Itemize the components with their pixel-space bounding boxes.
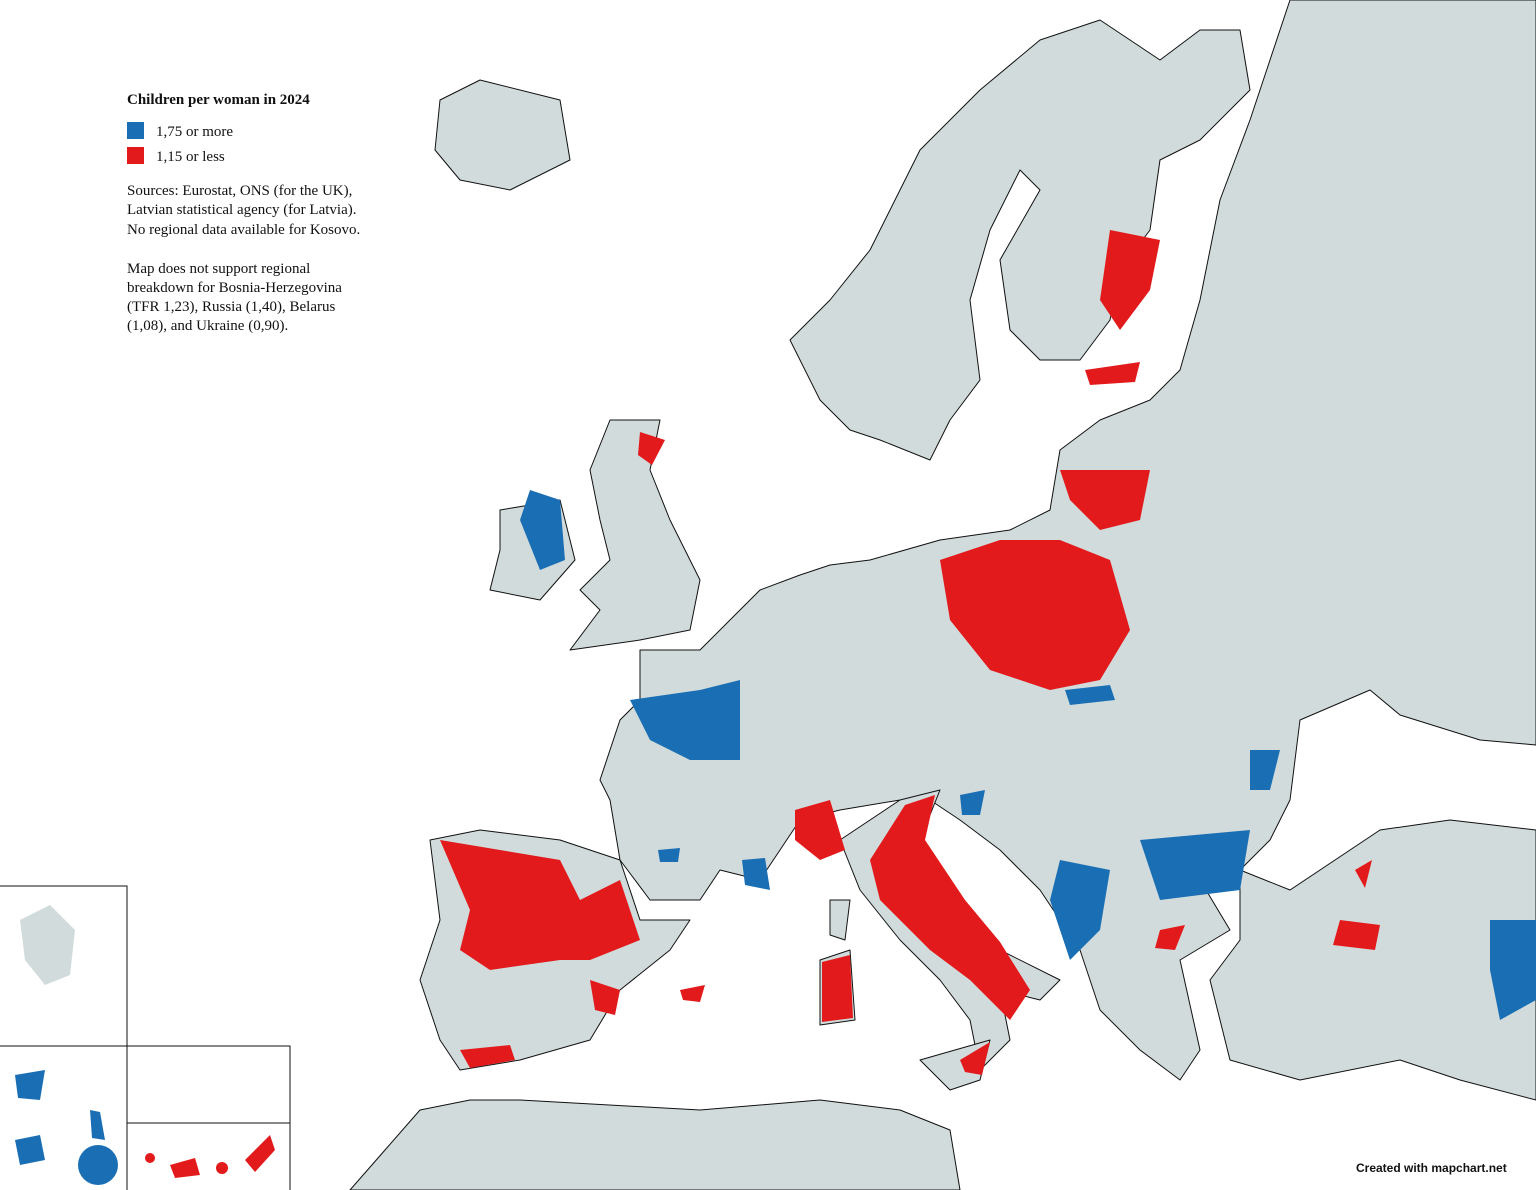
corsica (829, 899, 851, 941)
turkey (1209, 819, 1536, 1101)
legend-swatch (127, 122, 144, 139)
sources: No regional data available for Kosovo. (127, 222, 360, 238)
legend: Children per woman in 2024 1,75 or more … (127, 92, 360, 334)
region-low (870, 795, 1030, 1020)
region-low (680, 985, 705, 1002)
sources: Latvian statistical agency (for Latvia). (127, 202, 356, 218)
region-low (795, 800, 845, 860)
insets (0, 885, 291, 1190)
region-high (960, 790, 985, 815)
region-high (1140, 830, 1250, 900)
region-low (440, 840, 640, 970)
note: (1,08), and Ukraine (0,90). (127, 318, 288, 334)
inset-high (15, 1135, 45, 1165)
inset-high (90, 1110, 105, 1140)
region-low (460, 1045, 515, 1068)
inset-low (245, 1135, 275, 1172)
region-low (1333, 920, 1380, 950)
region-low (1085, 362, 1140, 385)
region-low (1100, 230, 1160, 330)
note: breakdown for Bosnia-Herzegovina (127, 280, 342, 296)
region-high (1065, 685, 1115, 705)
regions (440, 230, 1536, 1075)
region-low (638, 432, 665, 465)
credit: Created with mapchart.net (1356, 1161, 1507, 1175)
north-africa (349, 1099, 961, 1190)
iceland (434, 79, 571, 191)
land (349, 0, 1536, 1190)
inset-high (78, 1145, 118, 1185)
note: (TFR 1,23), Russia (1,40), Belarus (127, 299, 335, 315)
region-low (1155, 925, 1185, 950)
inset-low (145, 1153, 155, 1163)
legend-label: 1,15 or less (156, 149, 225, 165)
legend-title: Children per woman in 2024 (127, 92, 310, 108)
inset-low (216, 1162, 228, 1174)
scandinavia (789, 19, 1251, 461)
region-low (822, 955, 853, 1022)
region-high (1250, 750, 1280, 790)
region-high (1490, 920, 1536, 1020)
inset-low (170, 1158, 200, 1178)
region-low (1355, 860, 1372, 888)
region-high (658, 848, 680, 862)
sources: Sources: Eurostat, ONS (for the UK), (127, 183, 352, 199)
region-high (742, 858, 770, 890)
inset-high (15, 1070, 45, 1100)
region-low (960, 1042, 990, 1075)
legend-label: 1,75 or more (156, 124, 233, 140)
region-high (1050, 860, 1110, 960)
svalbard (20, 905, 75, 985)
region-low (940, 540, 1130, 690)
region-high (630, 680, 740, 760)
region-high (520, 490, 565, 570)
region-low (590, 980, 620, 1015)
great-britain (569, 419, 701, 651)
legend-swatch (127, 147, 144, 164)
region-low (1060, 470, 1150, 530)
note: Map does not support regional (127, 261, 310, 277)
